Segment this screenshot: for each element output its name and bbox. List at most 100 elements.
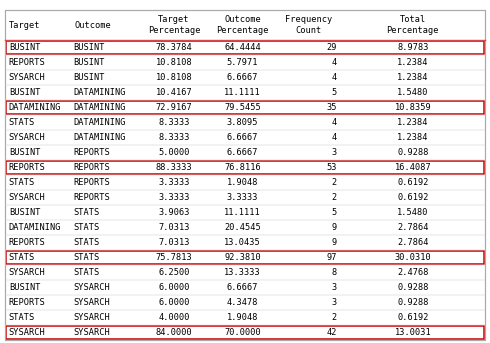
Text: BUSINT: BUSINT	[9, 88, 40, 97]
Text: 64.4444: 64.4444	[224, 43, 261, 52]
Text: Target: Target	[9, 21, 40, 30]
Text: BUSINT: BUSINT	[74, 73, 105, 82]
Text: 70.0000: 70.0000	[224, 328, 261, 336]
Text: 3.8095: 3.8095	[227, 118, 258, 127]
Text: 4: 4	[331, 58, 337, 67]
Text: BUSINT: BUSINT	[9, 283, 40, 292]
Text: 4.0000: 4.0000	[158, 312, 190, 322]
Text: 75.7813: 75.7813	[156, 253, 192, 262]
Text: 6.2500: 6.2500	[158, 268, 190, 277]
Text: 8: 8	[331, 268, 337, 277]
Text: 53: 53	[326, 163, 337, 172]
Text: REPORTS: REPORTS	[9, 298, 46, 307]
Text: 76.8116: 76.8116	[224, 163, 261, 172]
Text: REPORTS: REPORTS	[9, 238, 46, 247]
Text: Outcome
Percentage: Outcome Percentage	[216, 15, 269, 35]
Text: 84.0000: 84.0000	[156, 328, 192, 336]
Text: 1.9048: 1.9048	[227, 178, 258, 187]
Text: 92.3810: 92.3810	[224, 253, 261, 262]
Text: 3: 3	[331, 298, 337, 307]
Text: 30.0310: 30.0310	[394, 253, 431, 262]
Text: 1.9048: 1.9048	[227, 312, 258, 322]
Text: DATAMINING: DATAMINING	[9, 103, 61, 112]
Text: 2.4768: 2.4768	[397, 268, 429, 277]
Text: 2.7864: 2.7864	[397, 238, 429, 247]
Text: 4.3478: 4.3478	[227, 298, 258, 307]
Text: 13.3333: 13.3333	[224, 268, 261, 277]
Text: SYSARCH: SYSARCH	[74, 283, 110, 292]
Text: 5.0000: 5.0000	[158, 148, 190, 157]
Text: REPORTS: REPORTS	[74, 163, 110, 172]
Text: BUSINT: BUSINT	[9, 148, 40, 157]
Text: 42: 42	[326, 328, 337, 336]
Text: 0.6192: 0.6192	[397, 178, 429, 187]
Text: 1.2384: 1.2384	[397, 133, 429, 142]
Text: 0.6192: 0.6192	[397, 312, 429, 322]
Text: 13.0031: 13.0031	[394, 328, 431, 336]
Text: STATS: STATS	[9, 118, 35, 127]
Text: 3: 3	[331, 148, 337, 157]
Text: 10.4167: 10.4167	[156, 88, 192, 97]
Text: Total
Percentage: Total Percentage	[387, 15, 439, 35]
Text: 0.6192: 0.6192	[397, 193, 429, 202]
Text: 2: 2	[331, 193, 337, 202]
Text: 6.6667: 6.6667	[227, 283, 258, 292]
Text: 6.0000: 6.0000	[158, 283, 190, 292]
Text: DATAMINING: DATAMINING	[74, 118, 126, 127]
Text: 8.3333: 8.3333	[158, 133, 190, 142]
Text: 20.4545: 20.4545	[224, 223, 261, 232]
Text: 5: 5	[331, 88, 337, 97]
Text: BUSINT: BUSINT	[74, 58, 105, 67]
Text: REPORTS: REPORTS	[74, 148, 110, 157]
Text: REPORTS: REPORTS	[9, 58, 46, 67]
Text: DATAMINING: DATAMINING	[9, 223, 61, 232]
Text: STATS: STATS	[74, 268, 100, 277]
Text: 6.6667: 6.6667	[227, 133, 258, 142]
Text: SYSARCH: SYSARCH	[9, 193, 46, 202]
Text: BUSINT: BUSINT	[9, 208, 40, 217]
Text: 13.0435: 13.0435	[224, 238, 261, 247]
Text: SYSARCH: SYSARCH	[74, 328, 110, 336]
Text: 97: 97	[326, 253, 337, 262]
Text: 9: 9	[331, 238, 337, 247]
Text: 0.9288: 0.9288	[397, 283, 429, 292]
Text: 16.4087: 16.4087	[394, 163, 431, 172]
Text: 1.2384: 1.2384	[397, 58, 429, 67]
Text: 3.3333: 3.3333	[158, 178, 190, 187]
Text: 10.8108: 10.8108	[156, 73, 192, 82]
Text: 6.0000: 6.0000	[158, 298, 190, 307]
Text: 72.9167: 72.9167	[156, 103, 192, 112]
Text: 7.0313: 7.0313	[158, 238, 190, 247]
Text: 2.7864: 2.7864	[397, 223, 429, 232]
Text: SYSARCH: SYSARCH	[74, 312, 110, 322]
Text: SYSARCH: SYSARCH	[9, 328, 46, 336]
Text: Target
Percentage: Target Percentage	[147, 15, 200, 35]
Text: 0.9288: 0.9288	[397, 148, 429, 157]
Text: 3.9063: 3.9063	[158, 208, 190, 217]
FancyBboxPatch shape	[5, 10, 485, 340]
Text: 6.6667: 6.6667	[227, 148, 258, 157]
Text: STATS: STATS	[9, 312, 35, 322]
Text: STATS: STATS	[9, 253, 35, 262]
Text: 2: 2	[331, 178, 337, 187]
Text: 3: 3	[331, 283, 337, 292]
Text: REPORTS: REPORTS	[74, 193, 110, 202]
Text: 4: 4	[331, 133, 337, 142]
Text: BUSINT: BUSINT	[9, 43, 40, 52]
Text: DATAMINING: DATAMINING	[74, 133, 126, 142]
Text: 3.3333: 3.3333	[227, 193, 258, 202]
Text: DATAMINING: DATAMINING	[74, 88, 126, 97]
Text: STATS: STATS	[74, 253, 100, 262]
Text: 1.2384: 1.2384	[397, 118, 429, 127]
Text: 10.8359: 10.8359	[394, 103, 431, 112]
Text: 3.3333: 3.3333	[158, 193, 190, 202]
Text: STATS: STATS	[74, 238, 100, 247]
Text: SYSARCH: SYSARCH	[74, 298, 110, 307]
Text: SYSARCH: SYSARCH	[9, 133, 46, 142]
Text: 11.1111: 11.1111	[224, 88, 261, 97]
Text: Frequency
Count: Frequency Count	[285, 15, 332, 35]
Text: 9: 9	[331, 223, 337, 232]
Text: Outcome: Outcome	[75, 21, 112, 30]
Text: 88.3333: 88.3333	[156, 163, 192, 172]
Text: 35: 35	[326, 103, 337, 112]
